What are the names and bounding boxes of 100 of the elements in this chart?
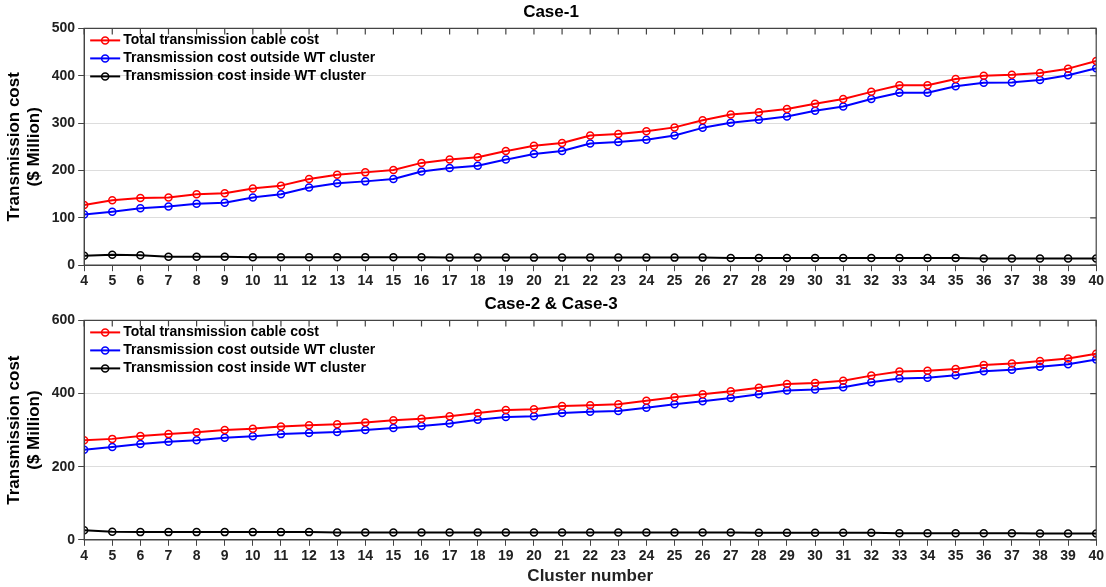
point [698, 528, 707, 537]
point [136, 439, 145, 449]
point [867, 371, 876, 380]
point [192, 527, 201, 537]
x-tick-label: 6 [136, 547, 145, 564]
x-tick-label: 26 [694, 547, 711, 564]
point [642, 396, 651, 406]
x-tick-label: 22 [582, 547, 599, 564]
point [726, 253, 735, 263]
x-tick-label: 29 [779, 547, 795, 564]
point [1035, 356, 1045, 366]
point [979, 254, 989, 263]
point [501, 146, 511, 156]
point [164, 193, 173, 202]
point [164, 202, 173, 211]
x-tick-label: 10 [245, 547, 261, 564]
point [501, 405, 511, 415]
point [1035, 254, 1045, 263]
point [670, 528, 679, 537]
point [136, 527, 145, 537]
point [332, 179, 342, 188]
point [164, 527, 173, 537]
point [304, 527, 314, 537]
point [698, 390, 707, 399]
point [1063, 360, 1073, 369]
point [923, 366, 932, 376]
point [445, 528, 454, 537]
point [276, 252, 286, 262]
point [108, 196, 117, 205]
point [389, 415, 398, 425]
point [951, 371, 960, 380]
point [838, 376, 848, 385]
x-tick-label: 4 [80, 547, 89, 564]
point [557, 253, 567, 262]
point [642, 135, 651, 144]
point [614, 137, 623, 147]
x-tick-label: 33 [891, 547, 908, 564]
x-tick-label: 36 [975, 272, 992, 289]
point [136, 193, 145, 203]
point [557, 138, 567, 148]
x-tick-label: 16 [413, 547, 430, 564]
x-tick-label: 16 [413, 272, 430, 289]
point [417, 528, 426, 537]
point [614, 399, 623, 409]
x-tick-label: 30 [807, 272, 824, 289]
point [754, 107, 764, 117]
point [1063, 254, 1073, 263]
x-tick-label: 5 [108, 272, 117, 289]
point [979, 360, 989, 370]
x-tick-label: 21 [554, 272, 571, 289]
point [220, 425, 229, 435]
y-tick-label: 100 [51, 208, 76, 225]
point [473, 408, 482, 418]
point [529, 141, 539, 151]
point [782, 253, 792, 263]
y-tick-label: 300 [51, 113, 76, 130]
x-tick-label: 14 [357, 547, 374, 564]
point [951, 364, 960, 374]
point [585, 400, 595, 410]
point [248, 432, 258, 441]
point [867, 528, 876, 538]
point [445, 253, 454, 262]
point [782, 112, 792, 121]
point [895, 528, 904, 538]
x-axis-title: Cluster number [527, 566, 654, 586]
point [838, 383, 848, 392]
point [838, 253, 848, 263]
point [361, 177, 370, 186]
point [614, 406, 623, 416]
point [698, 116, 707, 125]
x-tick-label: 40 [1088, 547, 1105, 564]
point [698, 123, 707, 133]
point [276, 527, 286, 537]
point [726, 387, 735, 396]
point [473, 415, 482, 425]
point [248, 252, 258, 262]
point [192, 252, 201, 261]
x-tick-label: 27 [722, 547, 739, 564]
point [782, 386, 792, 395]
x-tick-label: 23 [610, 547, 627, 564]
point [867, 94, 876, 104]
chart-title: Case-2 & Case-3 [484, 293, 618, 313]
x-tick-label: 27 [722, 272, 739, 289]
point [361, 168, 370, 177]
point [585, 139, 595, 148]
point [838, 528, 848, 538]
legend-label: Total transmission cable cost [123, 323, 320, 340]
point [164, 252, 173, 261]
point [726, 110, 735, 119]
point [332, 170, 342, 179]
point [473, 152, 482, 162]
point [782, 379, 792, 389]
point [951, 528, 960, 538]
x-tick-label: 8 [192, 547, 201, 564]
x-tick-label: 32 [863, 547, 880, 564]
legend-label: Transmission cost outside WT cluster [123, 49, 376, 66]
x-tick-label: 13 [329, 547, 346, 564]
point [192, 199, 201, 208]
point [417, 421, 426, 431]
point [136, 251, 145, 260]
